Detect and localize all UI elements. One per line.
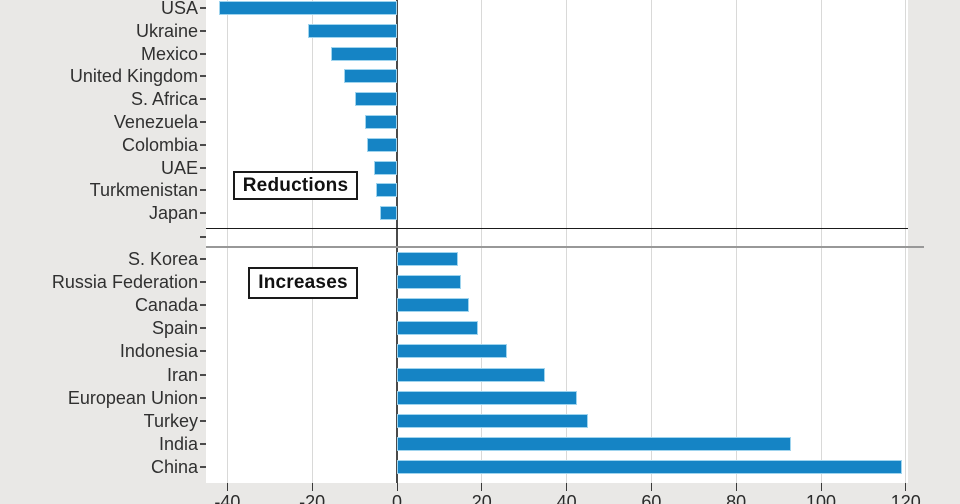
category-label-spain: Spain [151, 318, 198, 339]
reductions-group-label-box: Reductions [233, 171, 358, 200]
category-label-japan: Japan [148, 203, 198, 224]
bar-s-africa [354, 92, 397, 107]
category-tick [200, 7, 206, 9]
x-axis-tick-0 [396, 483, 398, 491]
top-panel-axis-line [206, 228, 908, 229]
category-tick [200, 465, 206, 468]
bar-ukraine [307, 23, 397, 38]
category-tick-empty-row [200, 236, 206, 238]
bar-japan [380, 206, 397, 221]
bar-united-kingdom [344, 69, 397, 84]
category-label-s-korea: S. Korea [127, 249, 198, 269]
x-axis-tick-60 [650, 483, 652, 491]
category-label-turkey: Turkey [143, 410, 198, 431]
category-label-indonesia: Indonesia [119, 341, 198, 362]
gridline-x-60 [650, 0, 652, 483]
category-label-india: India [158, 433, 198, 454]
category-tick [200, 143, 206, 146]
category-label-china: China [150, 456, 198, 477]
category-tick [200, 373, 206, 376]
bar-india [397, 436, 792, 451]
bar-turkey [397, 413, 588, 428]
reductions-group-label: Reductions [242, 174, 349, 196]
category-tick [200, 98, 206, 101]
bar-usa [218, 1, 397, 15]
x-axis-tick--40 [226, 483, 228, 491]
bar-indonesia [397, 344, 508, 359]
category-tick [200, 121, 206, 123]
x-axis-tick-label-40: 40 [556, 492, 577, 504]
category-tick [200, 327, 206, 330]
bar-turkmenistan [375, 183, 397, 198]
gridline-x-120 [905, 0, 907, 483]
x-axis-tick-label-100: 100 [805, 492, 837, 504]
category-tick [200, 258, 206, 260]
category-label-venezuela: Venezuela [113, 112, 198, 132]
increases-group-label-box: Increases [248, 267, 358, 299]
x-axis-tick-100 [820, 483, 822, 491]
category-tick [200, 304, 206, 307]
category-label-turkmenistan: Turkmenistan [89, 180, 198, 201]
x-axis-tick-120 [905, 483, 907, 491]
bar-spain [397, 321, 478, 336]
category-label-canada: Canada [134, 295, 198, 316]
bar-china [397, 459, 902, 474]
bar-s-korea [397, 252, 459, 266]
x-axis-tick-label-120: 120 [890, 492, 921, 504]
category-tick [200, 419, 206, 422]
category-tick [200, 350, 206, 353]
category-label-united-kingdom: United Kingdom [69, 66, 198, 87]
gridline-x-100 [820, 0, 822, 483]
category-tick [200, 75, 206, 78]
category-label-uae: UAE [160, 157, 198, 178]
category-tick [200, 442, 206, 445]
category-tick [200, 212, 206, 215]
x-axis-tick-20 [481, 483, 483, 491]
x-axis-tick-label-60: 60 [641, 492, 662, 504]
gridline-x-20 [481, 0, 483, 483]
x-axis-tick-label-0: 0 [391, 492, 403, 504]
x-axis-tick-label-20: 20 [471, 492, 492, 504]
increases-group-label: Increases [258, 272, 348, 293]
category-tick [200, 189, 206, 192]
gridline-x-80 [735, 0, 737, 483]
gridline-x--40 [226, 0, 228, 483]
gridline-x--20 [311, 0, 313, 483]
x-axis-tick-40 [566, 483, 568, 491]
bar-russia-federation [397, 275, 461, 290]
bar-uae [373, 160, 397, 175]
x-axis-tick-label--20: -20 [299, 492, 326, 504]
x-axis-tick-label-80: 80 [726, 492, 747, 504]
category-label-russia-federation: Russia Federation [51, 272, 198, 293]
category-tick [200, 166, 206, 169]
category-label-european-union: European Union [67, 387, 198, 408]
zero-axis-line [396, 0, 398, 483]
x-axis-tick--20 [311, 483, 313, 491]
category-tick [200, 396, 206, 399]
bar-canada [397, 298, 470, 313]
gridline-x-40 [566, 0, 568, 483]
bar-colombia [367, 137, 397, 152]
bar-iran [397, 367, 546, 382]
category-label-mexico: Mexico [140, 43, 198, 64]
category-label-usa: USA [160, 0, 198, 18]
bar-venezuela [365, 115, 397, 129]
category-label-iran: Iran [166, 364, 198, 385]
bottom-panel-border-line [206, 246, 924, 248]
x-axis-tick-80 [735, 483, 737, 491]
category-tick [200, 29, 206, 32]
bar-european-union [397, 390, 578, 405]
category-label-ukraine: Ukraine [135, 20, 198, 41]
category-tick [200, 281, 206, 284]
bar-mexico [331, 46, 397, 61]
category-label-colombia: Colombia [121, 134, 198, 155]
x-axis-tick-label--40: -40 [214, 492, 241, 504]
category-label-s-africa: S. Africa [130, 89, 198, 110]
category-tick [200, 52, 206, 55]
